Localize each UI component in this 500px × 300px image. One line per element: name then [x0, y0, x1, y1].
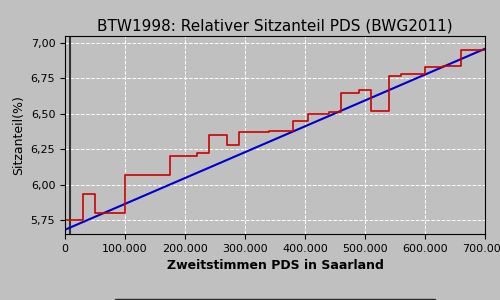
Y-axis label: Sitzanteil(%): Sitzanteil(%) [12, 95, 25, 175]
X-axis label: Zweitstimmen PDS in Saarland: Zweitstimmen PDS in Saarland [166, 259, 384, 272]
Title: BTW1998: Relativer Sitzanteil PDS (BWG2011): BTW1998: Relativer Sitzanteil PDS (BWG20… [97, 18, 453, 33]
Legend: Sitzanteil real, Sitzanteil ideal, Wahlergebnis: Sitzanteil real, Sitzanteil ideal, Wahle… [114, 298, 436, 300]
